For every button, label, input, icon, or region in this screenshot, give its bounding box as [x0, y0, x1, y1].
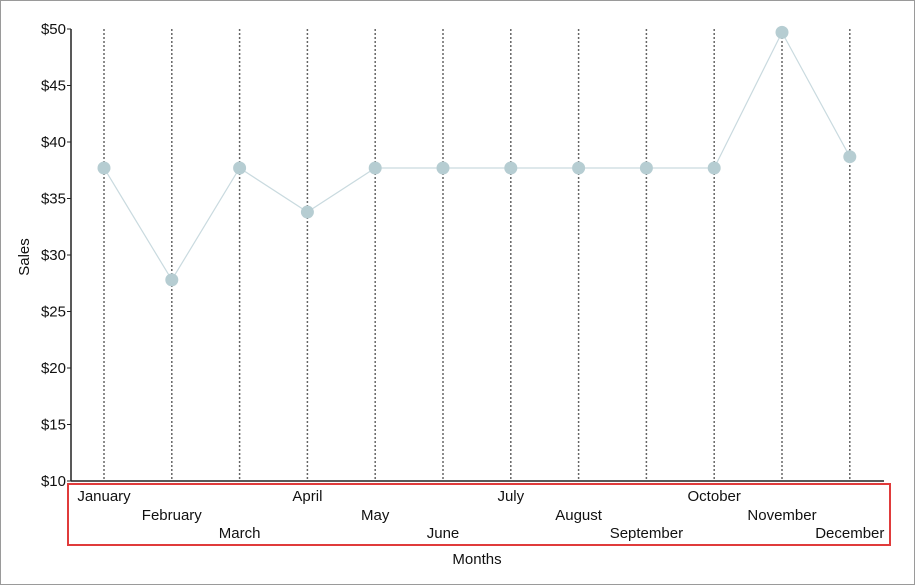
data-point-october	[707, 161, 721, 175]
y-axis-title: Sales	[16, 238, 33, 276]
x-tick-label-may: May	[361, 507, 390, 524]
axis-layer: $10 $15 $20 $25 $30 $35 $40 $45 $50	[41, 21, 884, 490]
x-tick-label-july: July	[497, 488, 524, 505]
series-line	[103, 31, 851, 282]
category-labels-highlight-box	[67, 483, 891, 546]
y-tick-label: $15	[41, 417, 66, 434]
data-point-february	[165, 273, 179, 287]
data-point-march	[233, 161, 247, 175]
x-axis-title: Months	[452, 551, 501, 568]
y-tick-label: $30	[41, 247, 66, 264]
data-point-november	[775, 25, 789, 39]
data-point-december	[843, 150, 857, 164]
y-tick-label: $50	[41, 21, 66, 38]
x-tick-label-august: August	[555, 507, 603, 524]
x-tick-label-december: December	[815, 525, 884, 542]
y-tick-label: $45	[41, 78, 66, 95]
data-point-july	[504, 161, 518, 175]
data-point-january	[97, 161, 111, 175]
x-tick-label-november: November	[747, 507, 816, 524]
y-tick-label: $25	[41, 304, 66, 321]
grid-layer	[103, 29, 851, 481]
y-tick-label: $20	[41, 360, 66, 377]
x-tick-label-june: June	[427, 525, 460, 542]
x-tick-label-march: March	[219, 525, 261, 542]
x-tick-label-april: April	[292, 488, 322, 505]
data-point-august	[572, 161, 586, 175]
series-layer	[97, 25, 857, 287]
data-point-september	[639, 161, 653, 175]
y-tick-label: $40	[41, 134, 66, 151]
data-point-may	[368, 161, 382, 175]
x-tick-label-january: January	[77, 488, 131, 505]
x-tick-label-september: September	[610, 525, 683, 542]
data-point-april	[300, 205, 314, 219]
y-tick-label: $10	[41, 473, 66, 490]
y-tick-label: $35	[41, 191, 66, 208]
label-layer: January February March April May June July Augu…	[77, 488, 884, 542]
x-tick-label-october: October	[688, 488, 741, 505]
data-point-june	[436, 161, 450, 175]
x-tick-label-february: February	[142, 507, 203, 524]
